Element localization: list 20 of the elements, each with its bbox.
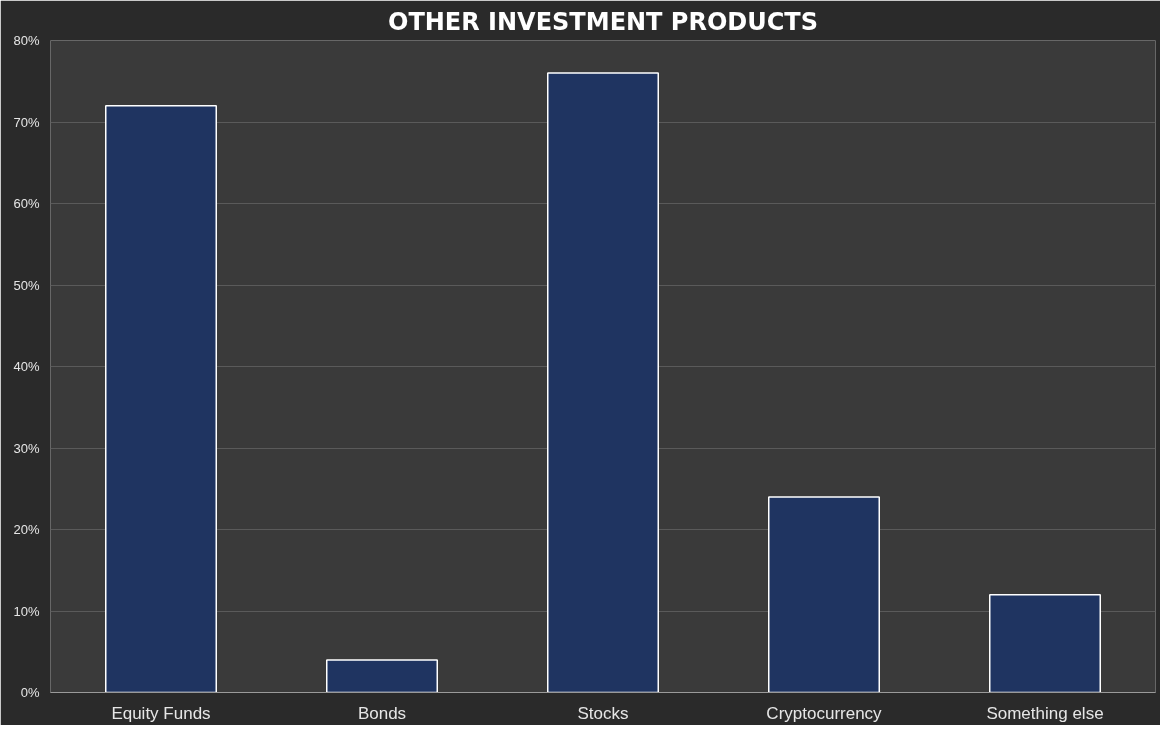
x-tick-label: Cryptocurrency	[766, 703, 883, 723]
y-tick-label: 60%	[13, 196, 40, 211]
x-tick-label: Something else	[986, 703, 1104, 723]
y-tick-label: 50%	[13, 277, 40, 293]
bar	[326, 659, 438, 693]
y-tick-label: 30%	[13, 440, 40, 456]
y-tick-label: 10%	[13, 603, 40, 619]
y-tick-label: 20%	[13, 522, 40, 537]
y-tick-label: 70%	[13, 114, 40, 130]
x-tick-label: Bonds	[357, 703, 407, 723]
bar	[105, 104, 217, 693]
bar	[989, 593, 1101, 693]
y-tick-label: 0%	[20, 685, 40, 700]
x-tick-label: Stocks	[577, 703, 629, 723]
bar	[547, 72, 659, 693]
bar	[768, 496, 880, 693]
y-tick-label: 80%	[13, 33, 40, 48]
y-tick-label: 40%	[13, 359, 40, 374]
x-tick-label: Equity Funds	[111, 703, 211, 723]
chart-title: OTHER INVESTMENT PRODUCTS	[388, 7, 818, 36]
